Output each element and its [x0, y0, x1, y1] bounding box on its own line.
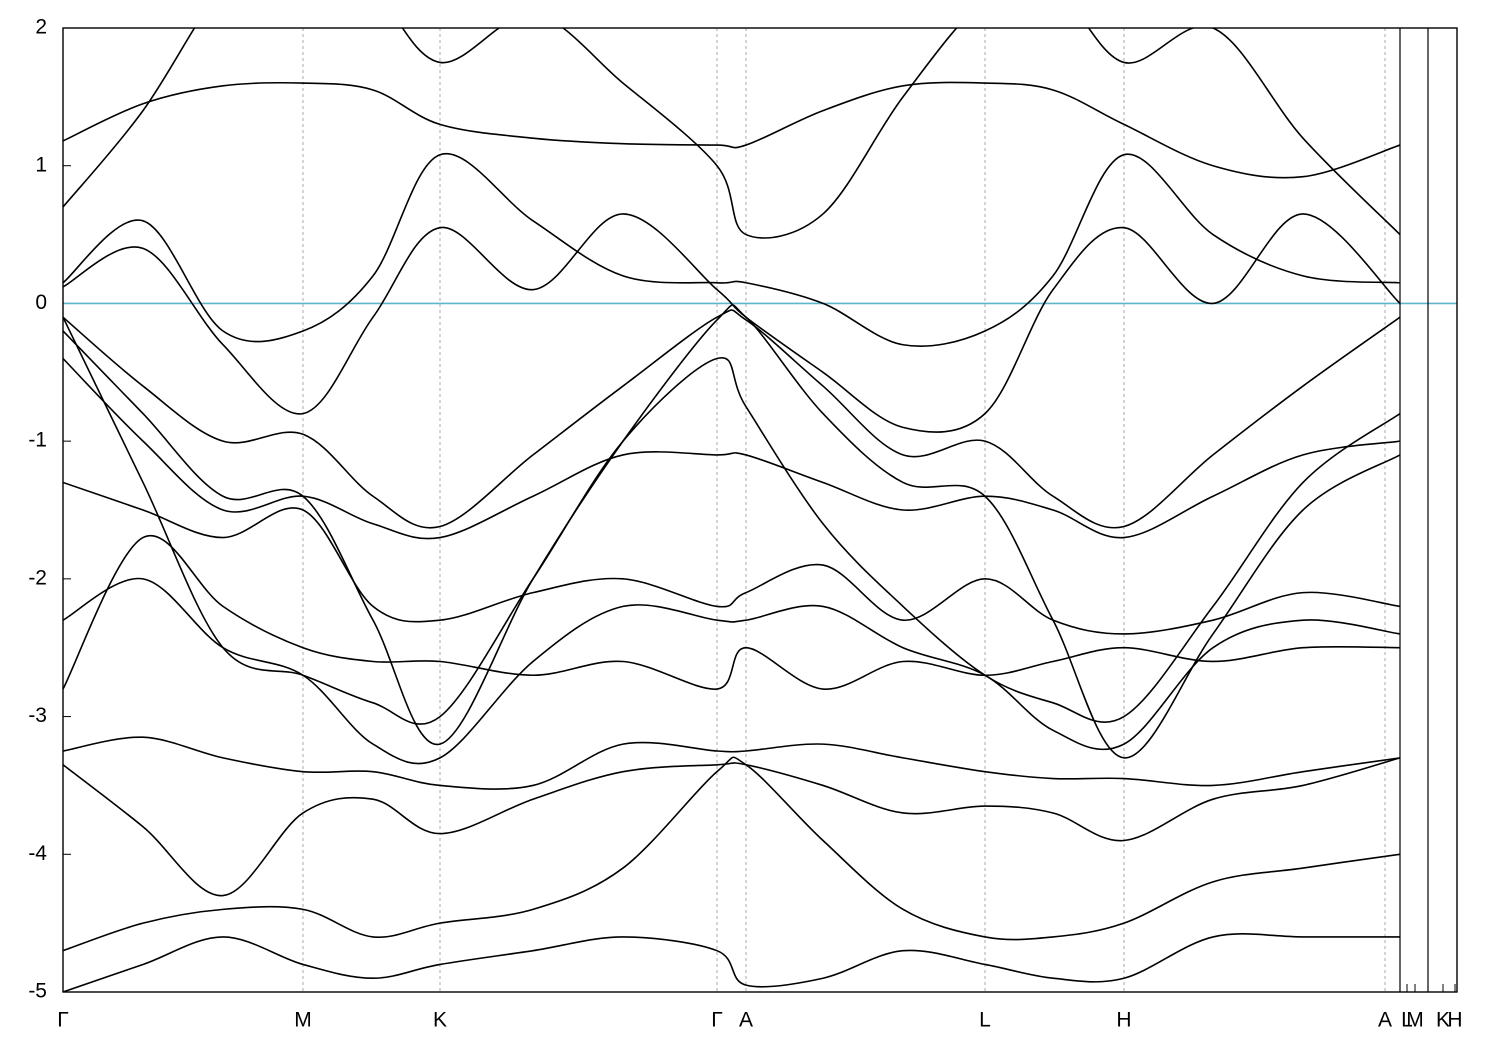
- x-tick-label: H: [1116, 1009, 1131, 1032]
- x-tick-label: L: [1401, 1009, 1413, 1032]
- band-line: [63, 213, 1401, 433]
- x-tick-label: M: [1406, 1009, 1424, 1032]
- x-tick-label: H: [1447, 1009, 1462, 1032]
- band-line: [63, 28, 1401, 239]
- plot-frame: [62, 27, 1458, 993]
- bands: [63, 28, 1401, 992]
- band-line: [63, 309, 1401, 529]
- x-tick-label: Γ: [57, 1009, 69, 1032]
- y-tick-label: 1: [35, 153, 47, 176]
- y-tick-label: 2: [35, 16, 47, 39]
- band-line: [63, 304, 1401, 759]
- band-line: [63, 933, 1400, 992]
- band-line: [63, 316, 1401, 725]
- x-tick-label: K: [433, 1009, 447, 1032]
- y-tick-label: -4: [28, 842, 47, 865]
- y-tick-label: -5: [28, 980, 47, 1003]
- y-tick-label: 0: [35, 291, 47, 314]
- band-line: [63, 152, 1401, 347]
- band-line: [63, 736, 1401, 790]
- x-tick-label: A: [1378, 1009, 1392, 1032]
- band-line: [63, 81, 1401, 179]
- x-tick-label: L: [979, 1009, 991, 1032]
- y-tick-label: -2: [28, 566, 47, 589]
- band-line: [63, 756, 1401, 952]
- band-line: [63, 357, 1401, 540]
- x-tick-label: Γ: [711, 1009, 723, 1032]
- band-line: [63, 481, 1401, 635]
- y-tick-label: -1: [28, 429, 47, 452]
- x-tick-label: K: [1436, 1009, 1450, 1032]
- band-line: [63, 577, 1401, 765]
- band-line: [63, 534, 1401, 690]
- x-tick-label: M: [294, 1009, 312, 1032]
- y-tick-label: -3: [28, 704, 47, 727]
- band-line: [63, 757, 1401, 897]
- x-tick-label: A: [739, 1009, 753, 1032]
